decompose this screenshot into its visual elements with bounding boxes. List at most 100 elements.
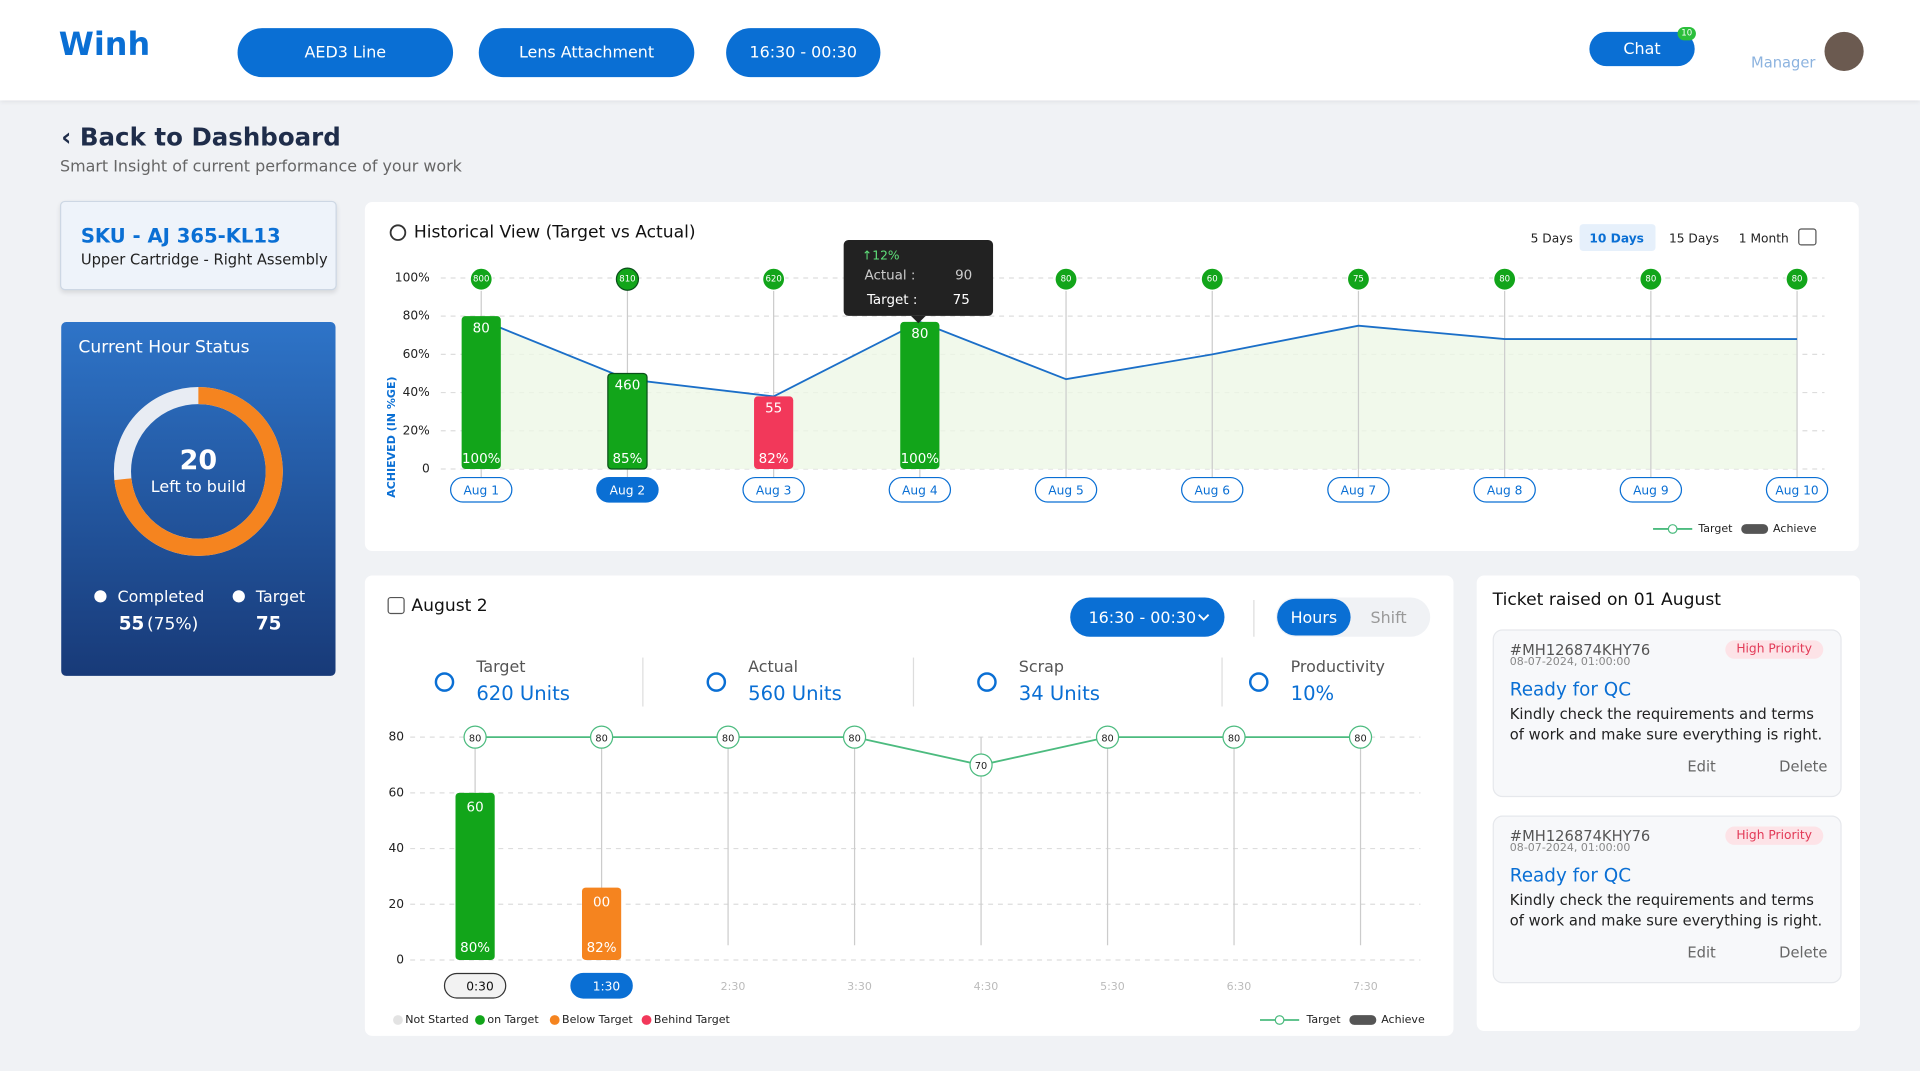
x-tick-label[interactable]: 6:30 <box>1227 980 1252 993</box>
range-option[interactable]: 1 Month <box>1739 231 1789 245</box>
x-tick-label[interactable]: Aug 8 <box>1487 484 1523 498</box>
x-tick-label[interactable]: Aug 9 <box>1633 484 1669 498</box>
hour-pill[interactable] <box>570 972 633 999</box>
category-pill[interactable] <box>596 476 659 503</box>
ticket-id: #MH126874KHY76 <box>1509 641 1651 659</box>
filter-pill[interactable]: AED3 Line <box>237 28 454 78</box>
card-title: Current Hour Status <box>78 337 250 358</box>
category-pill[interactable] <box>1765 476 1829 503</box>
category-pill[interactable] <box>742 476 805 503</box>
ticket-body: of work and make sure everything is righ… <box>1509 726 1823 744</box>
tooltip-value: 90 <box>955 269 972 284</box>
range-selected <box>1579 224 1656 252</box>
x-tick-label[interactable]: Aug 3 <box>756 484 792 498</box>
category-pill[interactable] <box>1181 476 1244 503</box>
hourly-panel <box>364 575 1454 1036</box>
ticket-body: of work and make sure everything is righ… <box>1509 912 1823 930</box>
category-pill[interactable] <box>450 476 513 503</box>
range-option[interactable]: 5 Days <box>1531 231 1573 245</box>
point-label: 80 <box>469 733 481 744</box>
marker-label: 80 <box>1499 275 1510 285</box>
mode-option[interactable]: Hours <box>1291 608 1338 627</box>
y-tick-label: 80% <box>403 309 430 323</box>
hour-pill[interactable] <box>443 972 507 999</box>
y-tick-label: 60 <box>389 785 405 799</box>
edit-button[interactable]: Edit <box>1687 757 1716 776</box>
marker-label: 80 <box>1645 275 1656 285</box>
legend-dot <box>641 1015 652 1025</box>
x-tick-label[interactable]: Aug 7 <box>1341 484 1377 498</box>
x-tick-label[interactable]: Aug 2 <box>610 484 646 498</box>
range-option[interactable]: 10 Days <box>1589 231 1644 245</box>
mode-selected[interactable] <box>1277 598 1351 636</box>
legend-label: Below Target <box>562 1013 633 1026</box>
category-pill[interactable] <box>1619 476 1683 503</box>
history-icon <box>389 224 407 241</box>
tooltip-change: ↑12% <box>862 248 899 262</box>
target-point <box>1222 725 1246 749</box>
marker-badge <box>1346 267 1371 291</box>
x-tick-label[interactable]: 2:30 <box>721 980 746 993</box>
y-tick-label: 20 <box>389 897 405 911</box>
y-tick-label: 80 <box>389 730 405 744</box>
x-tick-label[interactable]: Aug 1 <box>463 484 499 498</box>
category-pill[interactable] <box>1034 476 1098 503</box>
target-line <box>475 736 1361 766</box>
tooltip-value: 75 <box>953 293 970 308</box>
shift-value[interactable]: 16:30 - 00:30 <box>1089 608 1197 627</box>
mode-option[interactable]: Shift <box>1370 608 1406 627</box>
stat-icon <box>1248 672 1269 692</box>
x-tick-label[interactable]: Aug 6 <box>1194 484 1230 498</box>
ticket-date: 08-07-2024, 01:00:00 <box>1509 842 1631 855</box>
tooltip-label: Actual : <box>864 269 915 284</box>
calendar-icon <box>1798 228 1817 246</box>
target-point <box>969 753 993 777</box>
legend-dot <box>549 1015 560 1025</box>
x-tick-label[interactable]: Aug 4 <box>902 484 938 498</box>
category-pill[interactable] <box>1473 476 1536 503</box>
legend-label: Achieve <box>1773 522 1817 535</box>
x-tick-label[interactable]: 3:30 <box>847 980 872 993</box>
y-tick-label: 40% <box>403 385 430 399</box>
x-tick-label[interactable]: 4:30 <box>974 980 999 993</box>
bar-bottom-label: 100% <box>901 452 940 467</box>
x-tick-label[interactable]: 7:30 <box>1353 980 1378 993</box>
x-tick-label[interactable]: 1:30 <box>593 979 620 993</box>
stat-value: 34 Units <box>1019 682 1100 705</box>
target-value: 75 <box>256 613 282 634</box>
x-tick-label[interactable]: Aug 10 <box>1775 484 1818 498</box>
legend-swatch <box>1741 524 1769 534</box>
logo: Winh <box>58 26 151 64</box>
dropdown-chevron <box>1198 614 1210 621</box>
legend-label: Completed <box>118 587 205 606</box>
category-pill[interactable] <box>1327 476 1390 503</box>
filter-pill[interactable]: Lens Attachment <box>478 28 695 78</box>
back-text[interactable]: Back to Dashboard <box>79 122 341 152</box>
current-hour-card <box>61 322 336 676</box>
edit-button[interactable]: Edit <box>1687 944 1716 962</box>
y-tick-label: 20% <box>403 423 430 437</box>
bar-bottom-label: 82% <box>759 452 789 467</box>
chat-button[interactable]: Chat <box>1589 31 1695 67</box>
range-option[interactable]: 15 Days <box>1669 231 1719 245</box>
stat-label: Productivity <box>1291 657 1385 676</box>
tooltip-label: Target : <box>866 293 917 308</box>
legend-label: Target <box>1306 1013 1342 1026</box>
delete-button[interactable]: Delete <box>1779 944 1828 962</box>
completed-value: 55 <box>119 613 145 634</box>
category-pill[interactable] <box>888 476 952 503</box>
x-tick-label[interactable]: 0:30 <box>466 979 493 993</box>
marker-badge <box>1200 267 1224 291</box>
achieve-bar <box>607 372 648 470</box>
filter-pill[interactable]: 16:30 - 00:30 <box>726 28 881 78</box>
avatar[interactable] <box>1824 31 1864 72</box>
shift-dropdown[interactable] <box>1070 597 1225 637</box>
back-link[interactable]: ‹ Back to Dashboard <box>61 122 341 152</box>
legend-marker <box>1667 524 1678 534</box>
target-area <box>481 319 1798 469</box>
ticket-body: Kindly check the requirements and terms <box>1509 705 1814 723</box>
x-tick-label[interactable]: 5:30 <box>1100 980 1125 993</box>
x-tick-label[interactable]: Aug 5 <box>1048 484 1084 498</box>
bar-bottom-label: 82% <box>587 941 617 956</box>
delete-button[interactable]: Delete <box>1779 757 1828 776</box>
